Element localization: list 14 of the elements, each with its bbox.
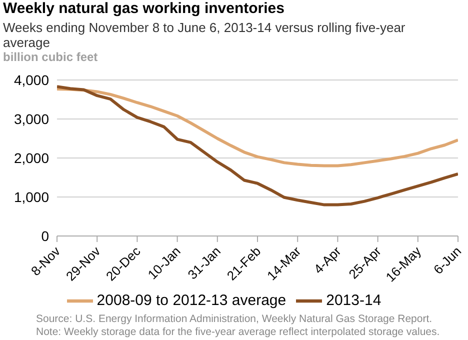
y-tick-label: 4,000: [14, 72, 50, 88]
chart-title: Weekly natural gas working inventories: [3, 0, 284, 17]
legend-label: 2008-09 to 2012-13 average: [96, 292, 286, 309]
chart-subtitle: Weeks ending November 8 to June 6, 2013-14 versus rolling five-year average: [3, 20, 406, 50]
legend-label: 2013-14: [326, 292, 382, 309]
y-axis-title: billion cubic feet: [3, 50, 98, 64]
text: Note: Weekly storage data for the five-year average reflect interpolated storage values.: [36, 326, 440, 339]
y-tick-label: 2,000: [14, 150, 50, 166]
y-tick-label: 0: [41, 228, 50, 244]
source-note: Source: U.S. Energy Information Administration, Weekly Natural Gas Storage Report.: [36, 313, 434, 326]
y-tick-label: 1,000: [14, 188, 50, 205]
line-series: [57, 87, 458, 168]
line-series: [57, 85, 458, 206]
y-tick-label: 3,000: [14, 110, 50, 127]
